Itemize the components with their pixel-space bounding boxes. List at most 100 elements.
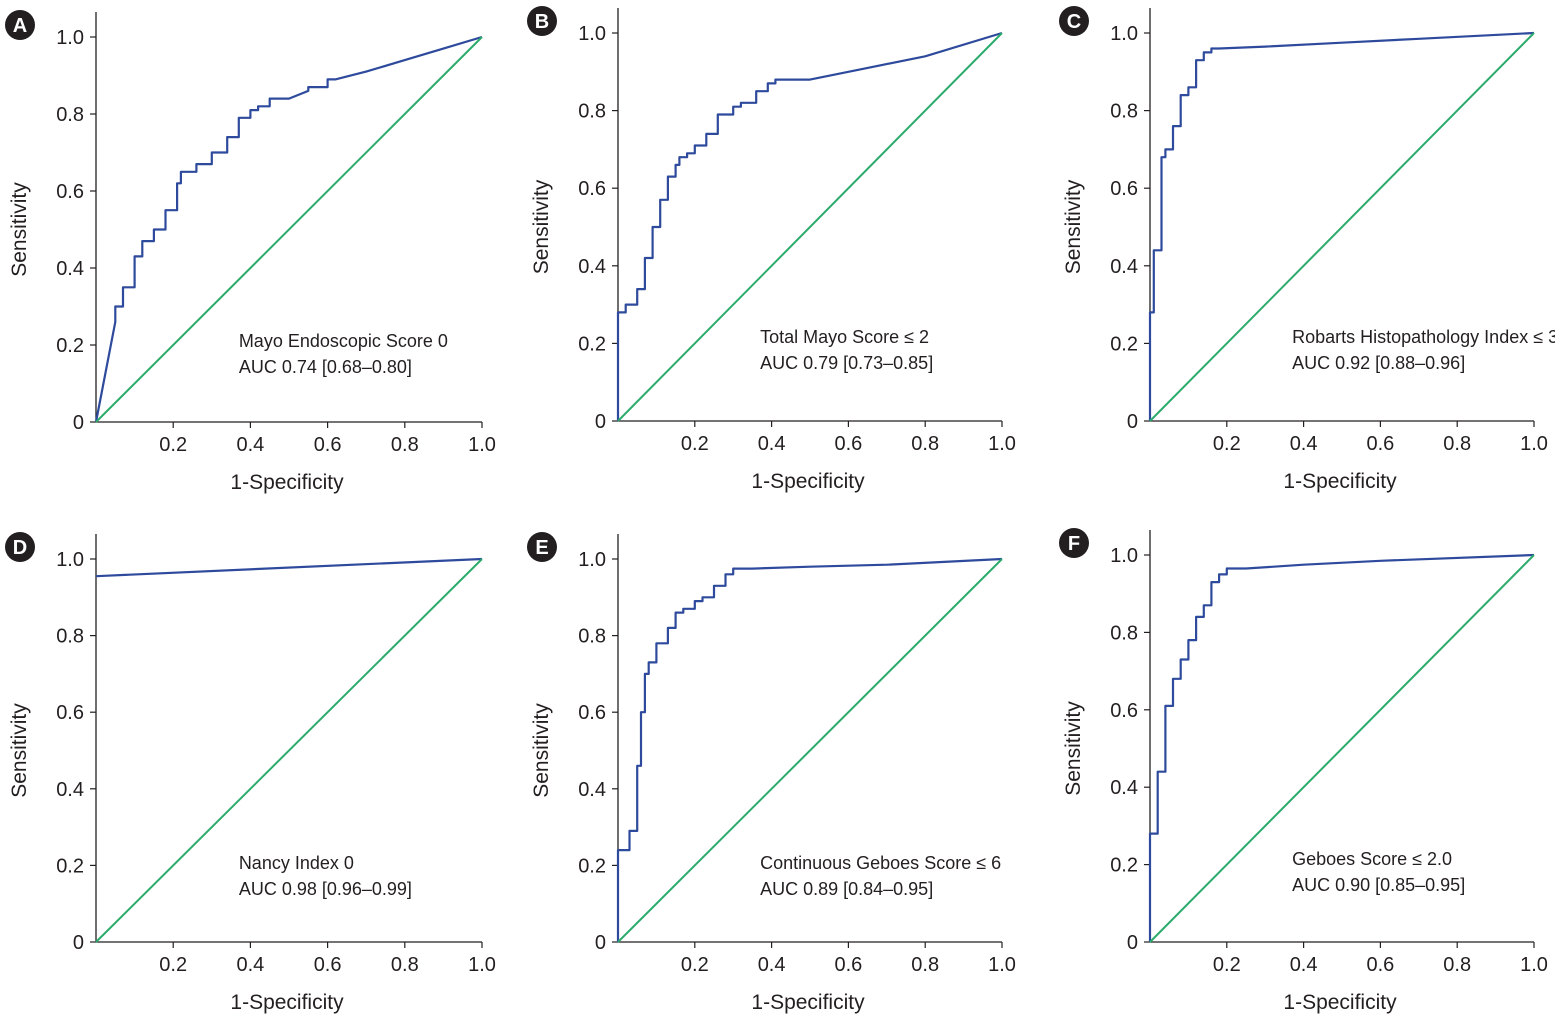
y-tick-label: 1.0 — [56, 549, 84, 571]
annotation-auc: AUC 0.98 [0.96–0.99] — [239, 879, 412, 899]
y-axis-title: Sensitivity — [1062, 701, 1085, 796]
y-tick-label: 0.2 — [1110, 333, 1138, 355]
x-tick-label: 0.8 — [911, 433, 939, 455]
x-axis-title: 1-Specificity — [230, 991, 344, 1014]
y-tick-label: 0.8 — [578, 626, 606, 648]
x-tick-label: 0.6 — [1366, 954, 1394, 976]
y-tick-label: 0.6 — [56, 181, 84, 203]
y-tick-label: 0.8 — [578, 101, 606, 123]
x-tick-label: 1.0 — [988, 954, 1016, 976]
y-tick-label: 0.6 — [578, 178, 606, 200]
annotation-auc: AUC 0.89 [0.84–0.95] — [760, 879, 933, 899]
y-tick-label: 0.8 — [56, 626, 84, 648]
annotation-auc: AUC 0.74 [0.68–0.80] — [239, 357, 412, 377]
roc-curve-line — [616, 31, 1003, 421]
y-tick-label: 0.2 — [578, 333, 606, 355]
x-axis-title: 1-Specificity — [751, 991, 865, 1014]
roc-curve-line — [94, 35, 483, 423]
reference-diagonal-line — [617, 558, 1003, 943]
x-tick-label: 0.4 — [1290, 954, 1318, 976]
x-tick-label: 0.2 — [1213, 433, 1241, 455]
y-tick-label: 0 — [1127, 411, 1138, 433]
panel-e: 0 0.2 0.4 0.6 0.8 1.0 0.2 0.4 0.6 0.8 1.0 1-Specifi… — [527, 532, 1016, 1014]
x-tick-label: 1.0 — [988, 433, 1016, 455]
x-tick-label: 0.6 — [1366, 433, 1394, 455]
y-tick-label: 1.0 — [1110, 23, 1138, 45]
y-tick-label: 1.0 — [578, 23, 606, 45]
reference-diagonal-line — [1149, 554, 1535, 943]
y-tick-label: 0.6 — [578, 702, 606, 724]
x-tick-label: 0.4 — [758, 433, 786, 455]
roc-curve-line — [95, 557, 483, 578]
y-tick-label: 0.6 — [1110, 700, 1138, 722]
annotation-title: Robarts Histopathology Index ≤ 3 — [1292, 327, 1555, 347]
panel-badge — [5, 532, 35, 562]
y-tick-label: 0.8 — [56, 104, 84, 126]
annotation-auc: AUC 0.79 [0.73–0.85] — [760, 353, 933, 373]
annotation-title: Mayo Endoscopic Score 0 — [239, 331, 448, 351]
y-tick-label: 0.4 — [1110, 777, 1138, 799]
annotation-title: Geboes Score ≤ 2.0 — [1292, 849, 1452, 869]
panel-badge — [5, 10, 35, 40]
x-axis-title: 1-Specificity — [230, 471, 344, 494]
y-tick-label: 0 — [73, 412, 84, 434]
panel-f: 0 0.2 0.4 0.6 0.8 1.0 0.2 0.4 0.6 0.8 1.0 1-Specifi… — [1059, 528, 1548, 1014]
x-tick-label: 0.6 — [834, 954, 862, 976]
x-tick-label: 0.4 — [758, 954, 786, 976]
annotation-title: Continuous Geboes Score ≤ 6 — [760, 853, 1001, 873]
annotation-auc: AUC 0.90 [0.85–0.95] — [1292, 875, 1465, 895]
x-tick-label: 1.0 — [468, 954, 496, 976]
x-tick-label: 0.6 — [314, 434, 342, 456]
panel-letter: E — [535, 537, 548, 559]
reference-diagonal-line — [95, 36, 483, 423]
roc-curve-line — [616, 557, 1003, 942]
panel-badge — [1059, 6, 1089, 36]
y-tick-label: 0.4 — [578, 256, 606, 278]
annotation-title: Nancy Index 0 — [239, 853, 354, 873]
panel-badge — [527, 532, 557, 562]
panel-b: 0 0.2 0.4 0.6 0.8 1.0 0.2 0.4 0.6 0.8 1.0 1-Specifi… — [527, 6, 1016, 493]
roc-curve-line — [1148, 553, 1535, 942]
reference-diagonal-line — [1149, 32, 1535, 422]
y-axis-title: Sensitivity — [530, 703, 553, 798]
x-tick-label: 0.8 — [391, 434, 419, 456]
y-axis-title: Sensitivity — [530, 179, 553, 274]
x-axis-title: 1-Specificity — [751, 470, 865, 493]
y-tick-label: 0.4 — [56, 258, 84, 280]
roc-curve-line — [1148, 31, 1535, 421]
x-tick-label: 0.6 — [834, 433, 862, 455]
x-tick-label: 0.4 — [1290, 433, 1318, 455]
x-tick-label: 0.2 — [159, 954, 187, 976]
y-tick-label: 0.2 — [578, 855, 606, 877]
panel-letter: B — [535, 11, 549, 33]
reference-diagonal-line — [617, 32, 1003, 422]
y-tick-label: 0 — [73, 932, 84, 954]
x-axis-title: 1-Specificity — [1283, 991, 1397, 1014]
x-tick-label: 0.8 — [1443, 433, 1471, 455]
y-tick-label: 0 — [595, 411, 606, 433]
x-tick-label: 0.2 — [1213, 954, 1241, 976]
y-tick-label: 0 — [595, 932, 606, 954]
y-tick-label: 1.0 — [578, 549, 606, 571]
x-tick-label: 0.8 — [1443, 954, 1471, 976]
y-tick-label: 0.8 — [1110, 622, 1138, 644]
panel-badge — [1059, 528, 1089, 558]
panel-a: 0 0.2 0.4 0.6 0.8 1.0 0.2 0.4 0.6 0.8 1.0 1-Specifi… — [5, 10, 496, 494]
x-tick-label: 0.4 — [236, 954, 264, 976]
x-tick-label: 0.2 — [159, 434, 187, 456]
y-axis-title: Sensitivity — [1062, 179, 1085, 274]
y-tick-label: 0.2 — [56, 855, 84, 877]
panel-c: 0 0.2 0.4 0.6 0.8 1.0 0.2 0.4 0.6 0.8 1.0 1-Specifi… — [1059, 6, 1555, 493]
x-tick-label: 0.2 — [681, 954, 709, 976]
panel-letter: C — [1067, 11, 1081, 33]
y-tick-label: 0.4 — [1110, 256, 1138, 278]
y-tick-label: 0.4 — [578, 779, 606, 801]
annotation-auc: AUC 0.92 [0.88–0.96] — [1292, 353, 1465, 373]
annotation-title: Total Mayo Score ≤ 2 — [760, 327, 929, 347]
panel-letter: D — [13, 537, 27, 559]
y-tick-label: 0.6 — [1110, 178, 1138, 200]
x-tick-label: 1.0 — [468, 434, 496, 456]
x-tick-label: 0.8 — [911, 954, 939, 976]
x-tick-label: 0.8 — [391, 954, 419, 976]
